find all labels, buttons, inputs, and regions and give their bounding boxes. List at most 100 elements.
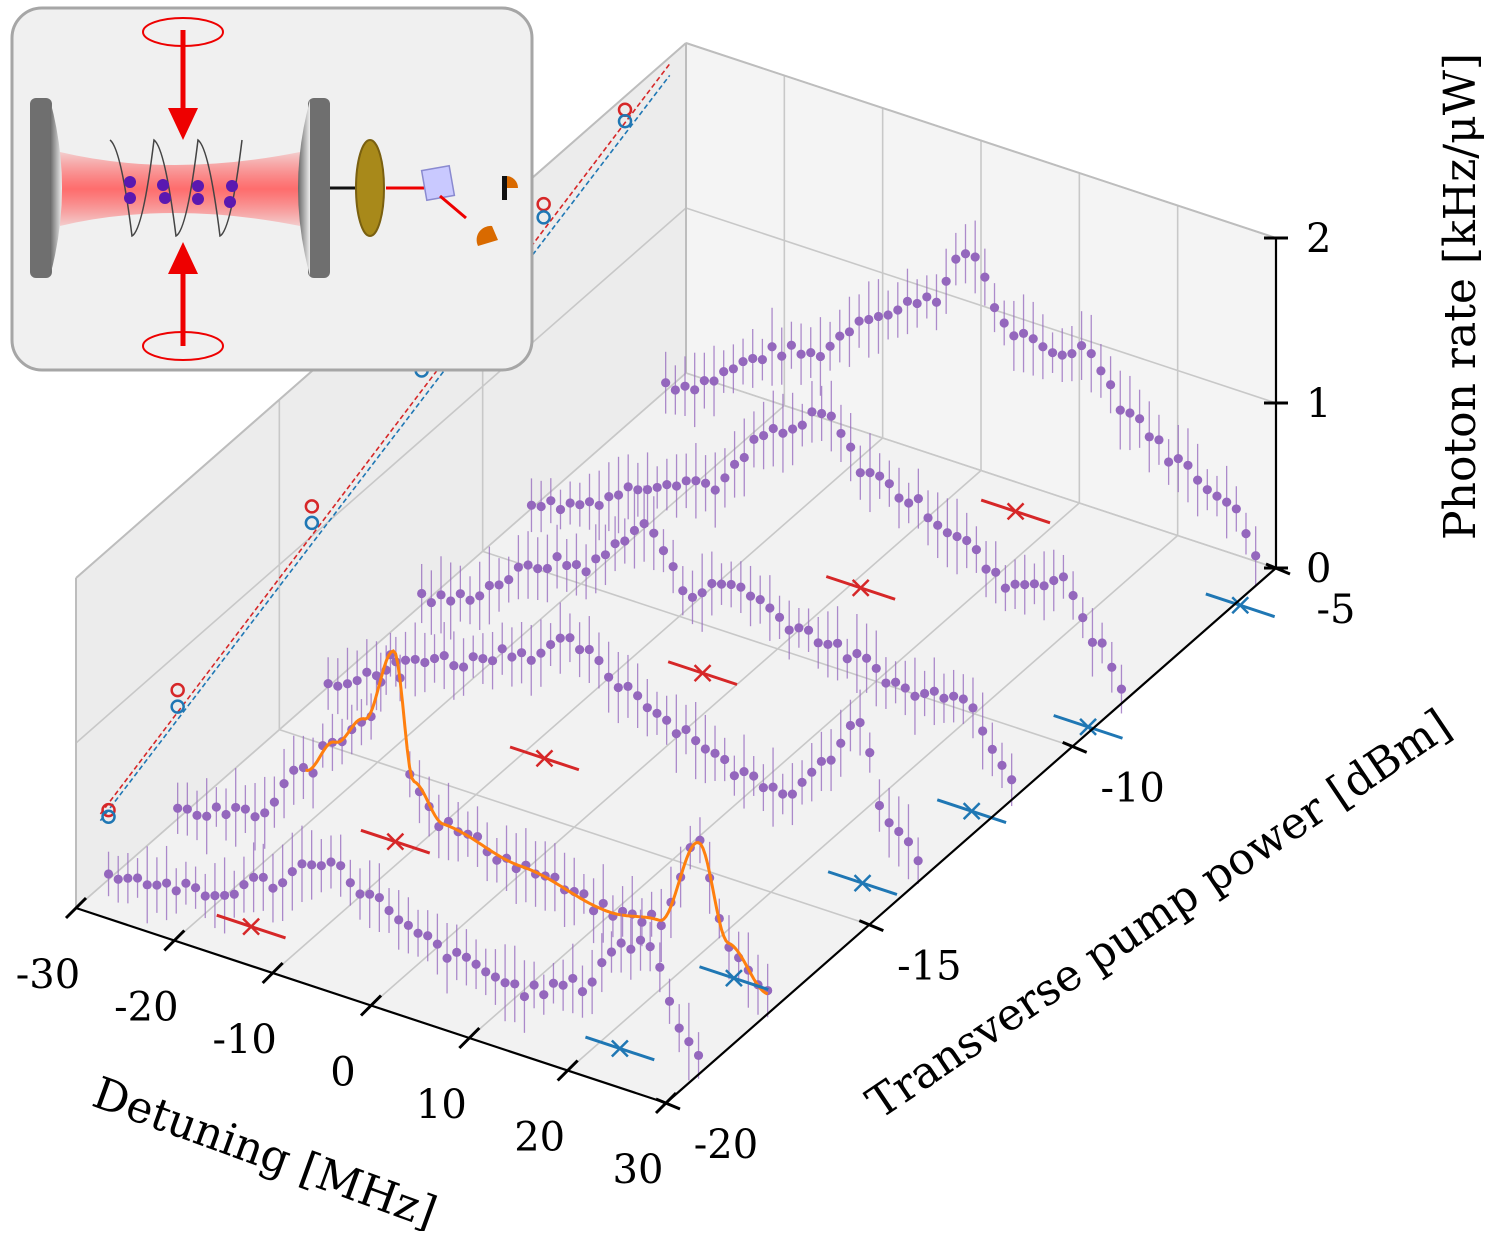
data-point	[980, 272, 990, 282]
data-point	[221, 809, 231, 820]
x-tick-label: -10	[212, 1017, 276, 1063]
grid-line	[685, 372, 1277, 569]
data-point	[671, 729, 681, 739]
pump-arrow-bottom-head	[168, 242, 198, 274]
data-point	[1173, 453, 1183, 464]
data-point	[1135, 414, 1145, 424]
blue-x-marker-5-cross	[1231, 596, 1250, 615]
series-0	[103, 825, 704, 1081]
grid-line	[482, 550, 1073, 748]
grid-line	[173, 404, 785, 942]
data-point	[931, 297, 942, 307]
data-point	[558, 980, 568, 990]
data-point	[787, 789, 797, 799]
data-point	[816, 756, 827, 767]
data-point	[587, 977, 597, 987]
data-point	[739, 452, 749, 463]
data-point	[326, 857, 336, 867]
data-point	[883, 310, 893, 320]
blue-x-marker-4-cross	[1079, 717, 1097, 736]
pump-arrow-top-head	[168, 108, 198, 140]
data-point	[1183, 460, 1193, 470]
data-point	[1096, 366, 1106, 376]
data-point	[526, 500, 537, 510]
data-point	[768, 782, 778, 792]
beam-splitter	[420, 164, 456, 202]
data-point	[649, 528, 659, 538]
blue-x-marker-2-cross	[853, 874, 872, 893]
data-point	[597, 958, 607, 968]
data-point	[1038, 342, 1048, 352]
data-point	[1107, 662, 1117, 672]
data-point	[1057, 350, 1067, 360]
data-point	[777, 351, 787, 361]
data-point	[210, 890, 220, 901]
data-point	[933, 520, 943, 530]
data-point	[211, 802, 221, 812]
data-point	[662, 715, 672, 725]
data-point	[806, 347, 816, 358]
data-point	[575, 645, 585, 655]
data-point	[774, 612, 785, 622]
data-point	[475, 591, 485, 601]
data-point	[962, 535, 972, 546]
data-point	[912, 298, 922, 309]
data-point	[279, 778, 289, 789]
data-point	[142, 880, 152, 890]
data-point	[260, 808, 270, 818]
blue-circle-4	[536, 210, 551, 225]
data-point	[507, 652, 517, 662]
blue-circle-1	[170, 699, 185, 714]
red-x-marker-4	[825, 575, 896, 601]
data-point	[461, 952, 472, 962]
data-point	[516, 648, 527, 658]
data-point	[999, 318, 1009, 328]
data-point	[720, 754, 730, 765]
data-point	[362, 667, 372, 677]
z-tick-label: 1	[1306, 381, 1331, 427]
data-point	[594, 655, 604, 666]
data-layer	[101, 102, 1276, 1081]
data-point	[861, 653, 872, 663]
data-point	[807, 407, 817, 417]
data-point	[529, 980, 539, 990]
helix-lattice	[109, 138, 243, 238]
red-circle-2	[304, 499, 320, 514]
right-mirror	[308, 98, 330, 278]
atom	[192, 180, 204, 192]
data-point	[796, 349, 806, 359]
data-point	[658, 546, 669, 556]
data-point	[903, 837, 914, 847]
data-point	[997, 760, 1007, 770]
data-point	[497, 644, 507, 654]
data-point	[1076, 340, 1087, 351]
data-point	[697, 588, 707, 598]
data-point	[652, 708, 662, 718]
grid-line	[685, 207, 1277, 404]
data-point	[452, 947, 462, 957]
data-point	[803, 625, 814, 635]
data-point	[278, 878, 288, 888]
data-point	[1164, 457, 1174, 467]
data-point	[719, 367, 729, 377]
data-point	[951, 254, 961, 264]
data-point	[970, 252, 980, 262]
x-tick-label: 10	[416, 1082, 467, 1128]
data-point	[902, 296, 913, 306]
data-point	[788, 424, 798, 434]
data-point	[545, 639, 556, 650]
data-point	[845, 720, 856, 731]
data-point	[403, 920, 413, 930]
polarization-bottom	[142, 331, 224, 361]
data-point	[693, 1050, 704, 1061]
data-point	[494, 580, 504, 590]
red-x-marker-0	[216, 913, 287, 940]
data-point	[190, 883, 201, 893]
series-4	[526, 380, 1127, 714]
data-point	[484, 580, 494, 591]
data-point	[613, 682, 623, 693]
data-point	[687, 592, 698, 602]
data-point	[691, 735, 701, 746]
data-point	[336, 861, 346, 871]
